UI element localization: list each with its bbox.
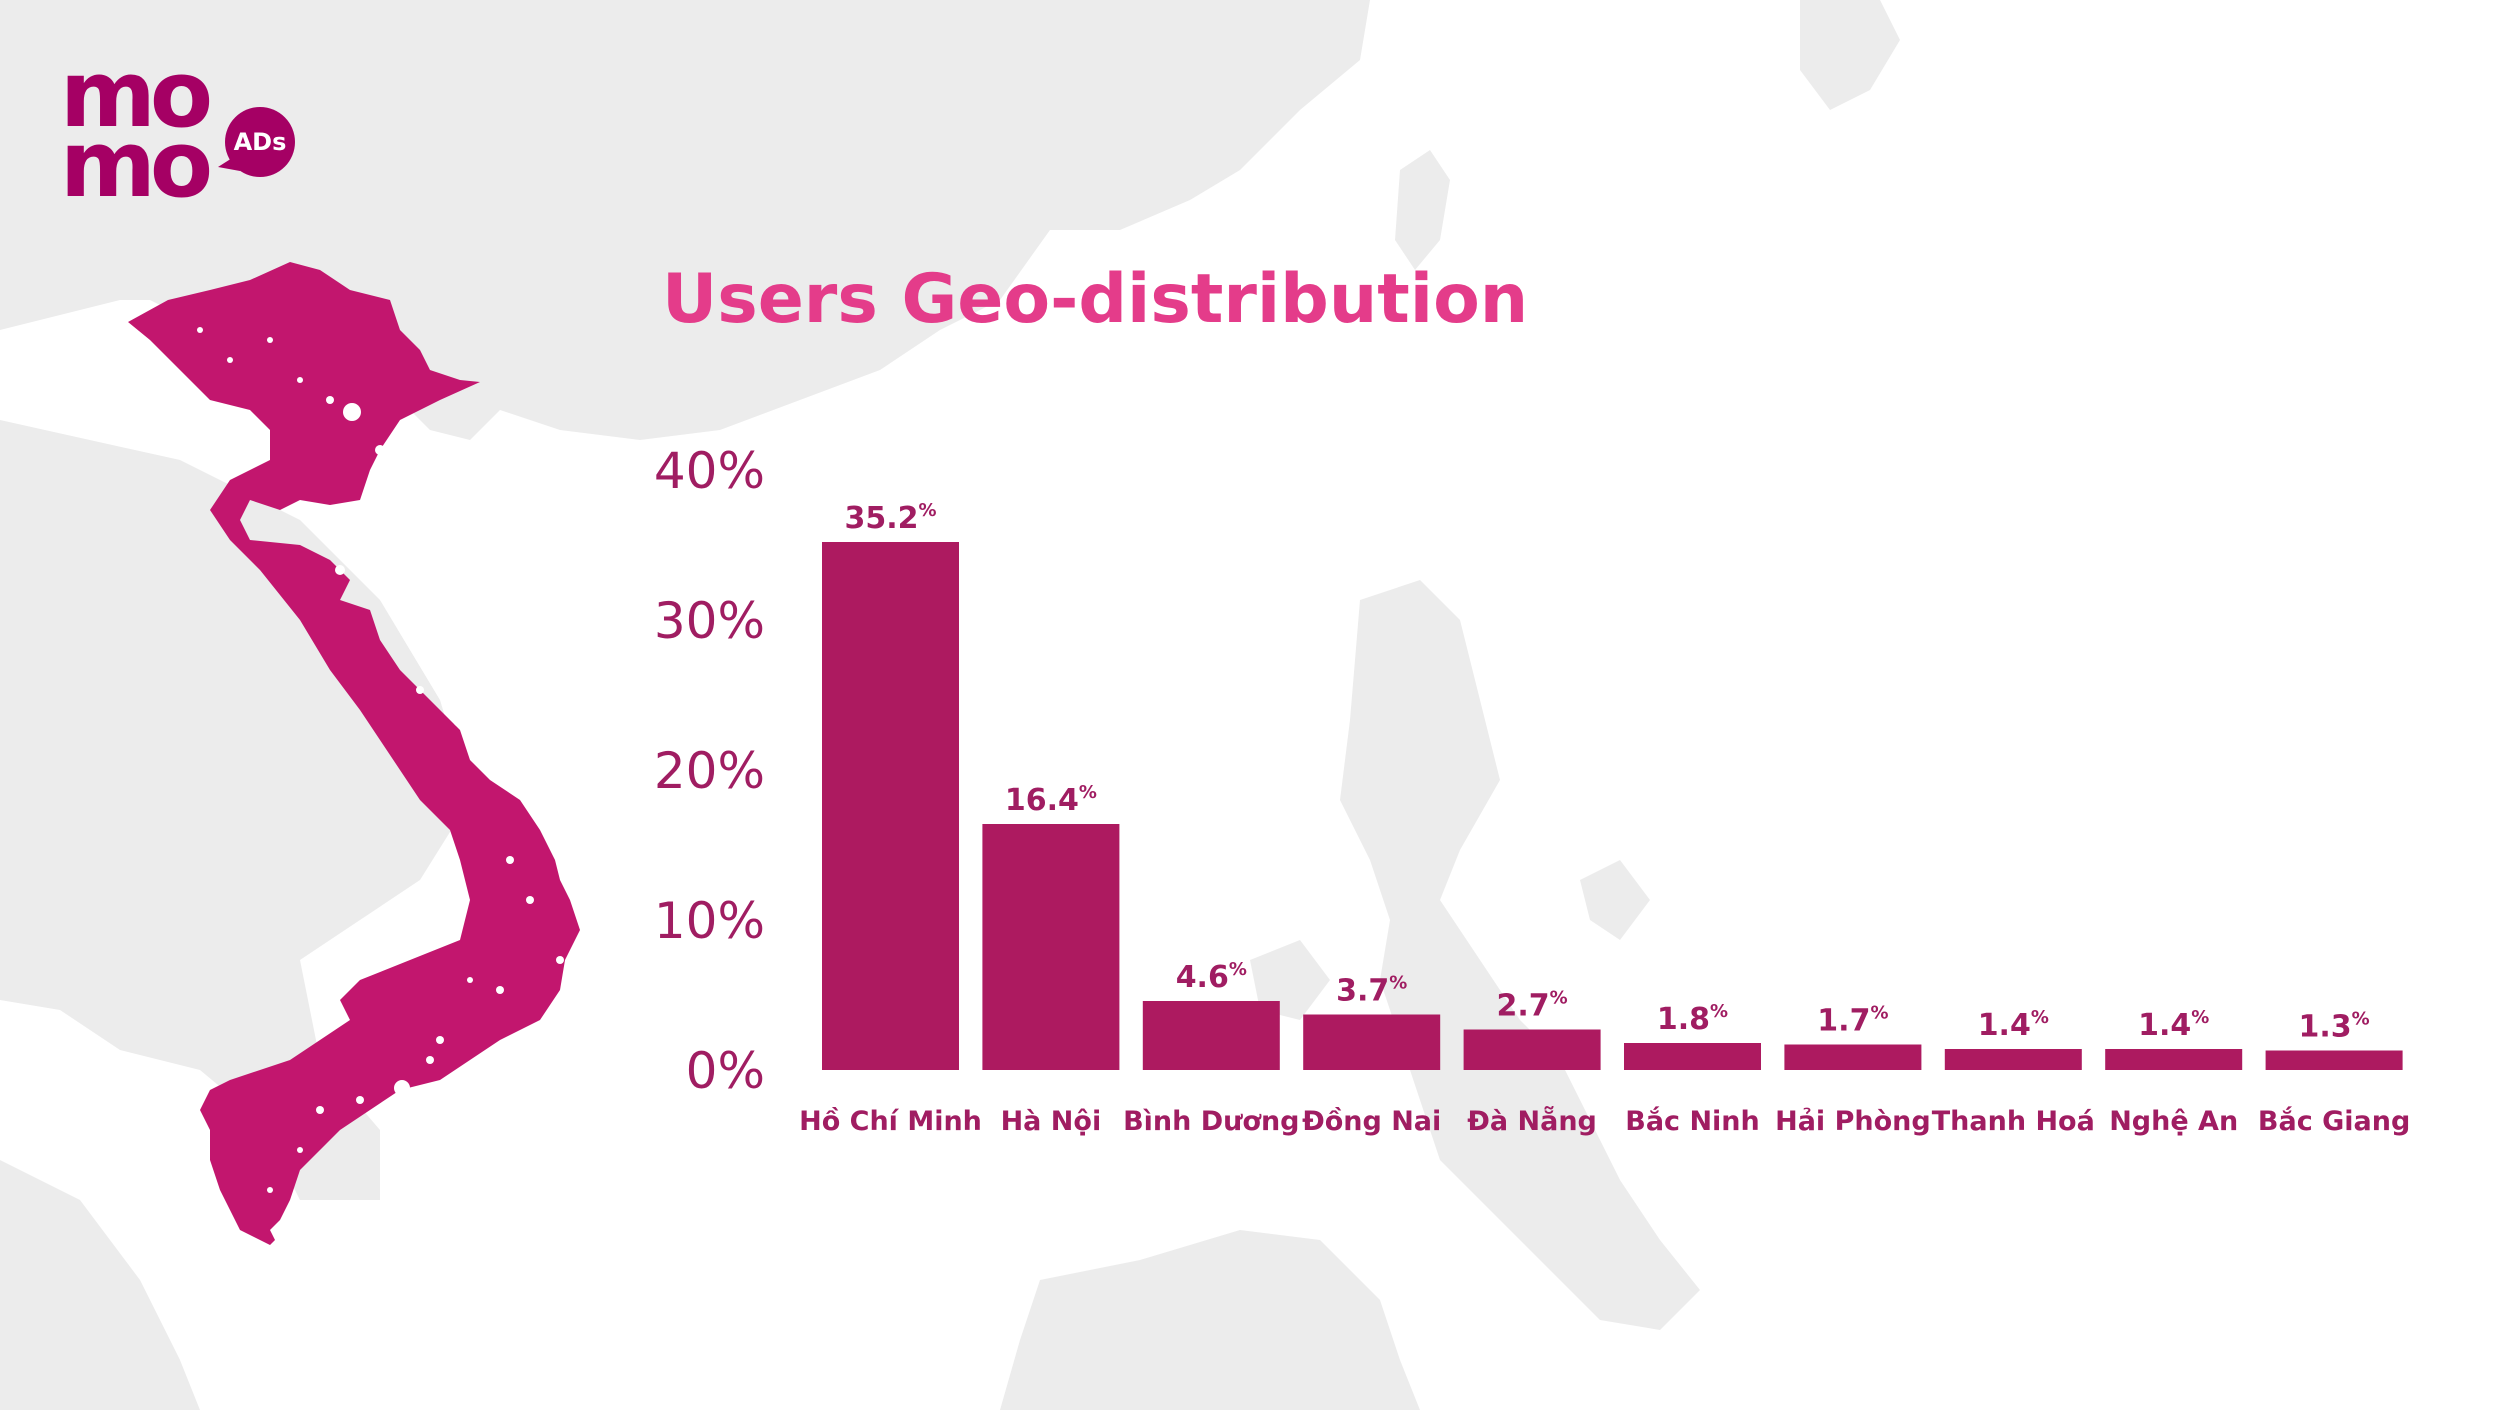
y-axis-ticks: 0% 10% 20% 30% 40% xyxy=(654,442,765,1100)
value-label: 1.4% xyxy=(2138,1007,2209,1043)
land-mass-islands xyxy=(1250,860,1650,1020)
category-label: Hải Phòng xyxy=(1775,1106,1931,1137)
category-labels: Hồ Chí Minh Hà Nội Bình Dương Đồng Nai Đà Nẵ… xyxy=(799,1105,2410,1137)
value-labels: 35.2%16.4%4.6%3.7%2.7%1.8% 1.7% 1.4% 1.4% 1.… xyxy=(844,500,2369,1045)
value-unit: % xyxy=(1079,782,1097,803)
value-number: 1.8 xyxy=(1657,1002,1710,1037)
value-unit: % xyxy=(918,500,936,521)
bar-1 xyxy=(982,824,1120,1070)
vietnam-city-lights xyxy=(197,327,564,1193)
value-unit: % xyxy=(2352,1009,2370,1030)
value-unit: % xyxy=(1710,1001,1728,1022)
value-number: 1.4 xyxy=(1978,1008,2031,1043)
bar-6 xyxy=(1784,1044,1922,1070)
category-label: Đồng Nai xyxy=(1302,1106,1441,1137)
category-label: Nghệ An xyxy=(2109,1106,2238,1137)
land-mass-borneo xyxy=(1000,1230,1420,1410)
logo-text-line1: mo xyxy=(60,41,213,148)
land-mass-taiwan xyxy=(1395,150,1450,270)
category-label: Bắc Giang xyxy=(2258,1106,2410,1137)
value-number: 1.7 xyxy=(1817,1004,1870,1039)
vietnam-map xyxy=(128,262,580,1245)
chart-title: Users Geo-distribution xyxy=(662,260,1529,339)
value-unit: % xyxy=(2191,1007,2209,1028)
value-number: 4.6 xyxy=(1176,960,1229,995)
value-label: 1.3% xyxy=(2298,1009,2369,1045)
bar-3 xyxy=(1303,1014,1441,1070)
value-number: 1.3 xyxy=(2298,1010,2351,1045)
y-tick-label: 20% xyxy=(654,742,765,800)
value-label: 1.7% xyxy=(1817,1003,1888,1039)
value-label: 4.6% xyxy=(1176,959,1247,995)
category-label: Bình Dương xyxy=(1123,1106,1299,1137)
value-label: 1.8% xyxy=(1657,1001,1728,1037)
land-mass-malaysia xyxy=(0,1160,200,1410)
value-label: 2.7% xyxy=(1496,988,1567,1024)
category-label: Hà Nội xyxy=(1001,1106,1102,1137)
value-number: 35.2 xyxy=(844,501,918,536)
y-tick-label: 40% xyxy=(654,442,765,500)
value-label: 16.4% xyxy=(1005,782,1097,818)
category-label: Thanh Hoá xyxy=(1932,1106,2095,1137)
value-number: 1.4 xyxy=(2138,1008,2191,1043)
category-label: Bắc Ninh xyxy=(1625,1106,1760,1137)
y-tick-label: 10% xyxy=(654,892,765,950)
y-tick-label: 30% xyxy=(654,592,765,650)
value-label: 1.4% xyxy=(1978,1007,2049,1043)
bars xyxy=(822,542,2403,1070)
land-mass-philippines xyxy=(1340,580,1700,1330)
value-unit: % xyxy=(1550,988,1568,1009)
bar-7 xyxy=(1944,1049,2082,1070)
value-unit: % xyxy=(1870,1003,1888,1024)
value-number: 16.4 xyxy=(1005,783,1079,818)
value-unit: % xyxy=(2031,1007,2049,1028)
bar-4 xyxy=(1463,1029,1601,1070)
bar-0 xyxy=(822,542,959,1070)
value-unit: % xyxy=(1229,959,1247,980)
bar-5 xyxy=(1624,1043,1761,1070)
ads-badge: ADs xyxy=(225,107,295,177)
value-number: 3.7 xyxy=(1336,974,1389,1009)
value-label: 3.7% xyxy=(1336,973,1407,1009)
bar-2 xyxy=(1142,1001,1280,1070)
value-unit: % xyxy=(1389,973,1407,994)
value-number: 2.7 xyxy=(1496,989,1549,1024)
category-label: Hồ Chí Minh xyxy=(799,1106,982,1137)
value-label: 35.2% xyxy=(844,500,936,536)
logo-text-line2: mo xyxy=(60,111,213,218)
land-mass-korea-japan xyxy=(1800,0,1900,110)
category-label: Đà Nẵng xyxy=(1467,1105,1597,1137)
momo-ads-logo: mo mo ADs xyxy=(60,41,295,218)
y-tick-label: 0% xyxy=(686,1042,765,1100)
bar-8 xyxy=(2105,1049,2243,1070)
bar-9 xyxy=(2265,1050,2403,1070)
